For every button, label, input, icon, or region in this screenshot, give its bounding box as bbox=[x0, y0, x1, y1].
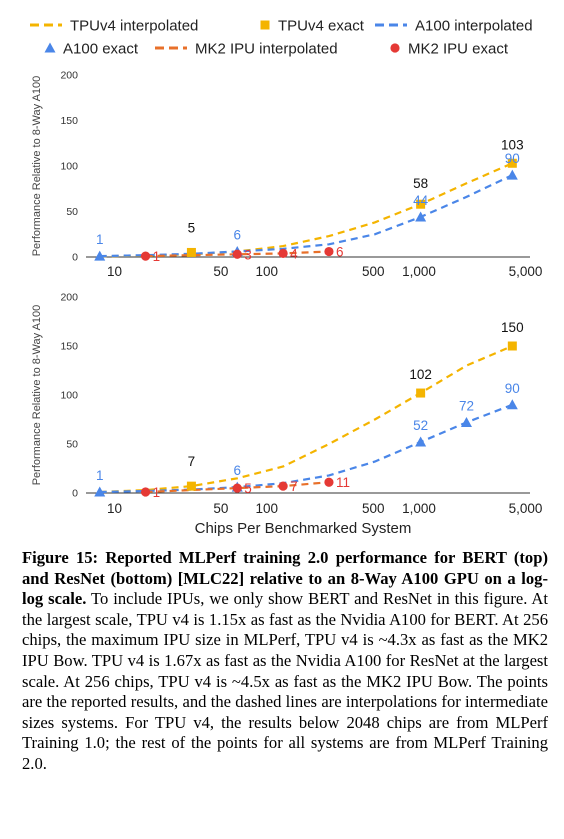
x-tick-label: 100 bbox=[256, 264, 279, 279]
legend-a100-exact-label: A100 exact bbox=[63, 41, 139, 58]
y-tick-label: 150 bbox=[60, 115, 78, 127]
data-label-a100-exact: 6 bbox=[234, 228, 242, 243]
series-line-a100-interpolated bbox=[99, 174, 513, 258]
y-tick-label: 50 bbox=[66, 439, 78, 451]
series-line-tpuv4-interpolated bbox=[99, 344, 513, 494]
data-point-tpuv4-exact bbox=[507, 341, 517, 351]
data-label-a100-exact: 90 bbox=[505, 151, 520, 166]
series-line-a100-interpolated bbox=[99, 403, 513, 494]
data-point-tpuv4-exact bbox=[507, 158, 517, 168]
data-label-tpuv4-exact: 7 bbox=[188, 454, 196, 469]
data-label-tpuv4-exact: 102 bbox=[409, 367, 432, 382]
x-tick-label: 1,000 bbox=[402, 501, 436, 516]
data-label-a100-exact: 1 bbox=[96, 232, 104, 247]
legend-a100-exact-swatch bbox=[44, 42, 56, 53]
caption-title: Figure 15: Reported MLPerf training 2.0 … bbox=[22, 548, 548, 609]
data-label-a100-exact: 72 bbox=[459, 398, 474, 413]
x-tick-label: 500 bbox=[362, 501, 385, 516]
y-tick-label: 0 bbox=[72, 252, 78, 264]
data-label-a100-exact: 1 bbox=[96, 468, 104, 483]
data-point-mk2-ipu-exact bbox=[232, 483, 242, 493]
data-point-a100-exact bbox=[415, 211, 427, 222]
y-tick-label: 200 bbox=[60, 292, 78, 304]
bert-chart: 0 50 100 150 200 10 50 100 500 1,000 5,000 Performa… bbox=[31, 70, 542, 280]
legend-tpuv4-exact-swatch bbox=[260, 20, 270, 30]
data-point-tpuv4-exact bbox=[186, 481, 196, 491]
y-axis-label: Performance Relative to 8-Way A100 bbox=[31, 305, 43, 486]
x-tick-label: 5,000 bbox=[509, 501, 543, 516]
legend-tpuv4-exact-label: TPUv4 exact bbox=[278, 18, 365, 35]
data-point-tpuv4-exact bbox=[416, 388, 426, 398]
data-label-a100-exact: 90 bbox=[505, 381, 520, 396]
data-label-mk2-ipu-exact: 5 bbox=[244, 481, 252, 496]
legend-tpuv4-interpolated-label: TPUv4 interpolated bbox=[70, 18, 198, 35]
data-label-tpuv4-exact: 150 bbox=[501, 320, 524, 335]
data-label-tpuv4-exact: 5 bbox=[188, 220, 196, 235]
data-label-tpuv4-exact: 103 bbox=[501, 137, 524, 152]
x-tick-label: 50 bbox=[213, 264, 228, 279]
x-tick-label: 500 bbox=[362, 264, 385, 279]
data-point-mk2-ipu-exact bbox=[278, 248, 288, 258]
data-point-tpuv4-exact bbox=[416, 199, 426, 209]
series-line-mk2-ipu-interpolated bbox=[145, 250, 330, 258]
data-label-mk2-ipu-exact: 1 bbox=[153, 249, 161, 264]
legend-mk2-ipu-exact-swatch bbox=[390, 43, 400, 53]
data-label-mk2-ipu-exact: 11 bbox=[336, 475, 350, 490]
legend: TPUv4 interpolated TPUv4 exact A100 interp… bbox=[30, 18, 533, 58]
x-tick-label: 1,000 bbox=[402, 264, 436, 279]
legend-mk2-ipu-exact-label: MK2 IPU exact bbox=[408, 41, 509, 58]
y-tick-label: 100 bbox=[60, 161, 78, 173]
data-point-a100-exact bbox=[94, 486, 106, 497]
data-label-a100-exact: 6 bbox=[234, 463, 242, 478]
y-tick-label: 50 bbox=[66, 206, 78, 218]
data-point-tpuv4-exact bbox=[186, 247, 196, 257]
series-line-tpuv4-interpolated bbox=[99, 162, 513, 258]
series-line-mk2-ipu-interpolated bbox=[145, 481, 330, 494]
data-label-mk2-ipu-exact: 3 bbox=[244, 247, 252, 262]
figure-charts: TPUv4 interpolated TPUv4 exact A100 interp… bbox=[30, 18, 542, 538]
legend-mk2-ipu-interpolated-label: MK2 IPU interpolated bbox=[195, 41, 338, 58]
y-tick-label: 200 bbox=[60, 70, 78, 82]
x-tick-label: 5,000 bbox=[509, 264, 543, 279]
data-point-a100-exact bbox=[506, 399, 518, 410]
data-point-a100-exact bbox=[415, 436, 427, 447]
resnet-chart: 0 50 100 150 200 10 50 100 500 1,000 5,000 Performa… bbox=[31, 292, 542, 538]
x-tick-label: 50 bbox=[213, 501, 228, 516]
x-tick-label: 10 bbox=[107, 501, 122, 516]
data-point-a100-exact bbox=[506, 169, 518, 180]
data-point-mk2-ipu-exact bbox=[324, 246, 334, 257]
y-tick-label: 0 bbox=[72, 488, 78, 500]
data-label-a100-exact: 44 bbox=[413, 193, 429, 208]
figure-caption: Figure 15: Reported MLPerf training 2.0 … bbox=[22, 548, 548, 775]
y-axis-label: Performance Relative to 8-Way A100 bbox=[31, 76, 43, 257]
x-tick-label: 100 bbox=[256, 501, 279, 516]
data-point-mk2-ipu-exact bbox=[140, 487, 151, 497]
data-label-mk2-ipu-exact: 1 bbox=[153, 485, 161, 500]
caption-body: To include IPUs, we only show BERT and R… bbox=[22, 589, 548, 773]
data-label-mk2-ipu-exact: 4 bbox=[290, 246, 298, 261]
data-label-mk2-ipu-exact: 7 bbox=[290, 479, 298, 494]
data-point-mk2-ipu-exact bbox=[140, 251, 151, 261]
y-tick-label: 100 bbox=[60, 390, 78, 402]
legend-a100-interpolated-label: A100 interpolated bbox=[415, 18, 533, 35]
data-point-mk2-ipu-exact bbox=[232, 249, 242, 259]
data-point-a100-exact bbox=[94, 250, 106, 261]
data-label-mk2-ipu-exact: 6 bbox=[336, 245, 344, 260]
data-point-mk2-ipu-exact bbox=[278, 481, 288, 491]
x-tick-label: 10 bbox=[107, 264, 122, 279]
x-axis-label: Chips Per Benchmarked System bbox=[195, 520, 412, 537]
data-point-a100-exact bbox=[460, 416, 472, 427]
data-label-a100-exact: 52 bbox=[413, 418, 428, 433]
data-point-mk2-ipu-exact bbox=[324, 477, 334, 487]
y-tick-label: 150 bbox=[60, 341, 78, 353]
data-label-tpuv4-exact: 58 bbox=[413, 176, 428, 191]
